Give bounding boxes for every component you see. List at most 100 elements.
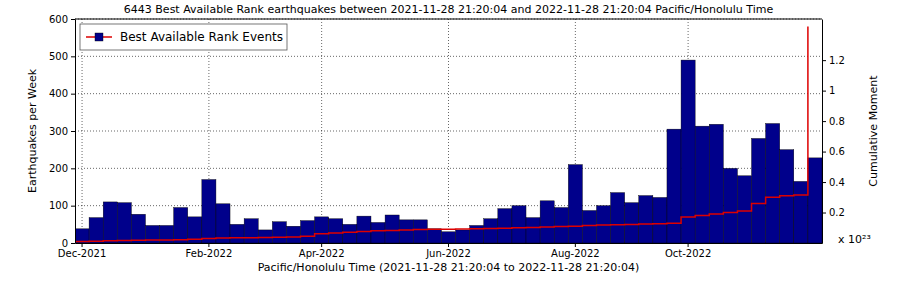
- bar: [244, 219, 258, 243]
- bar: [441, 232, 455, 243]
- bar: [89, 218, 103, 243]
- tick-mark: [82, 243, 83, 247]
- bar: [202, 180, 216, 243]
- bar: [554, 208, 568, 243]
- y-axis-title: Earthquakes per Week: [26, 68, 39, 193]
- bar: [540, 201, 554, 243]
- tick-mark: [71, 206, 75, 207]
- grid-line: [75, 19, 822, 20]
- tick-mark: [71, 243, 75, 244]
- bar: [723, 168, 737, 243]
- x-axis-title: Pacific/Honolulu Time (2021-11-28 21:20:…: [258, 261, 640, 274]
- tick-mark: [71, 19, 75, 20]
- bar: [794, 181, 808, 243]
- bar: [681, 60, 695, 243]
- bar: [371, 222, 385, 243]
- tick-mark: [822, 121, 826, 122]
- tick: 200: [49, 163, 75, 174]
- title: 6443 Best Available Rank earthquakes bet…: [124, 3, 774, 16]
- tick-label: Oct-2022: [665, 248, 711, 259]
- bar: [385, 215, 399, 243]
- bar: [766, 124, 780, 243]
- tick-label: 1.2: [829, 55, 845, 66]
- bar: [216, 204, 230, 243]
- grid: [75, 19, 822, 243]
- tick: Feb-2022: [186, 243, 233, 259]
- tick: 0.8: [822, 116, 845, 127]
- tick-mark: [71, 56, 75, 57]
- bar: [625, 203, 639, 243]
- bar: [752, 138, 766, 243]
- axis-multiplier: x 10²³: [838, 233, 871, 246]
- bar: [399, 220, 413, 243]
- legend-swatch: [95, 33, 103, 41]
- bar: [695, 126, 709, 243]
- bar: [568, 165, 582, 243]
- bar: [413, 220, 427, 243]
- bar: [512, 206, 526, 243]
- bar: [653, 197, 667, 243]
- tick: Oct-2022: [665, 243, 711, 259]
- bar: [498, 209, 512, 243]
- tick: 0.2: [822, 207, 845, 218]
- bar: [301, 221, 315, 243]
- tick-label: 400: [49, 88, 68, 99]
- tick: 1.2: [822, 55, 845, 66]
- bar: [526, 218, 540, 243]
- tick: 0.4: [822, 177, 845, 188]
- tick-mark: [822, 60, 826, 61]
- tick-mark: [688, 243, 689, 247]
- tick-mark: [575, 243, 576, 247]
- tick-mark: [71, 131, 75, 132]
- tick-label: Jun-2022: [425, 248, 471, 259]
- bar: [103, 202, 117, 243]
- tick-mark: [71, 94, 75, 95]
- bar: [611, 193, 625, 243]
- tick-label: 0.2: [829, 207, 845, 218]
- bar: [456, 230, 470, 243]
- tick-label: Aug-2022: [551, 248, 600, 259]
- tick-label: 0.6: [829, 146, 845, 157]
- tick-label: Apr-2022: [299, 248, 345, 259]
- tick-label: 200: [49, 163, 68, 174]
- tick-mark: [822, 152, 826, 153]
- tick-mark: [822, 91, 826, 92]
- tick-label: 500: [49, 51, 68, 62]
- tick-label: 300: [49, 126, 68, 137]
- tick: 600: [49, 14, 75, 25]
- tick-mark: [822, 182, 826, 183]
- tick-label: 0: [62, 238, 68, 249]
- bar: [709, 124, 723, 243]
- tick-mark: [321, 243, 322, 247]
- tick: Jun-2022: [425, 243, 471, 259]
- tick: 300: [49, 126, 75, 137]
- axis-line: [822, 20, 823, 244]
- legend-box: [80, 24, 287, 50]
- tick-mark: [448, 243, 449, 247]
- bar: [117, 203, 131, 243]
- tick-label: 0.8: [829, 116, 845, 127]
- tick-label: 600: [49, 14, 68, 25]
- tick: 0: [62, 238, 75, 249]
- tick: Apr-2022: [299, 243, 345, 259]
- tick-label: Feb-2022: [186, 248, 233, 259]
- bar: [258, 230, 272, 243]
- bar: [286, 226, 300, 243]
- y2-axis: 0.2 0.4 0.6 0.8 1 1.2: [822, 20, 845, 244]
- bar: [582, 211, 596, 243]
- bar: [667, 129, 681, 243]
- tick-label: Dec-2021: [58, 248, 106, 259]
- bar: [639, 196, 653, 243]
- chart: Dec-2021 Feb-2022 Apr-2022 Jun-2022 Aug-2022…: [0, 0, 900, 300]
- bar: [315, 217, 329, 243]
- tick: Aug-2022: [551, 243, 600, 259]
- tick: 500: [49, 51, 75, 62]
- bar: [357, 216, 371, 243]
- tick-mark: [208, 243, 209, 247]
- cumulative-line: [75, 27, 808, 242]
- x-axis: Dec-2021 Feb-2022 Apr-2022 Jun-2022 Aug-2022…: [58, 243, 823, 259]
- tick: 400: [49, 88, 75, 99]
- y2-axis-title: Cumulative Moment: [867, 75, 880, 187]
- frame: [75, 19, 822, 20]
- tick-label: 1: [829, 85, 835, 96]
